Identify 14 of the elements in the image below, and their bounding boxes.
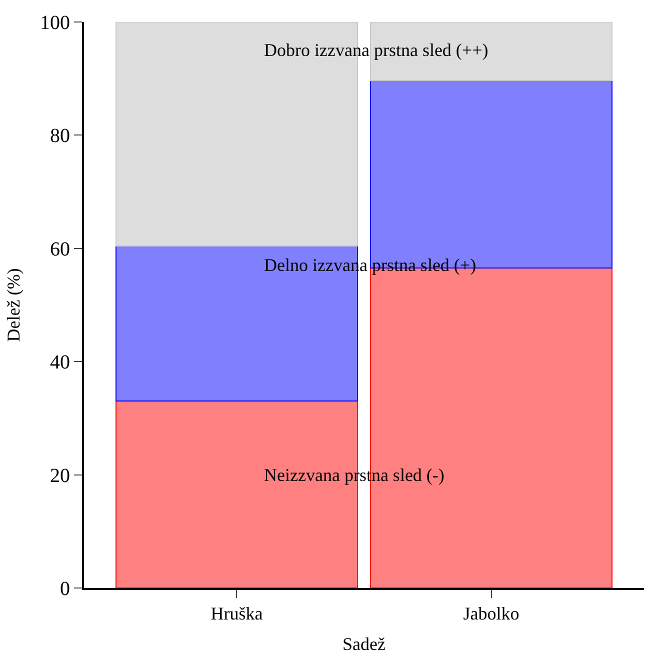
y-tick-label: 100	[40, 12, 70, 34]
x-tick-label: Jabolko	[463, 604, 520, 624]
y-tick-label: 20	[50, 464, 70, 487]
bar	[370, 22, 613, 81]
y-tick-label: 40	[50, 352, 70, 374]
series-label: Neizzvana prstna sled (-)	[264, 465, 444, 485]
series-label: Delno izzvana prstna sled (+)	[264, 255, 476, 275]
y-axis-title: Delež (%)	[4, 268, 24, 342]
series-label: Dobro izzvana prstna sled (++)	[264, 40, 488, 60]
y-tick-label: 0	[60, 578, 70, 600]
x-tick-label: Hruška	[210, 604, 263, 624]
y-tick-label: 60	[50, 238, 70, 260]
y-tick-label: 80	[50, 125, 70, 148]
x-axis-title: Sadež	[342, 634, 386, 654]
